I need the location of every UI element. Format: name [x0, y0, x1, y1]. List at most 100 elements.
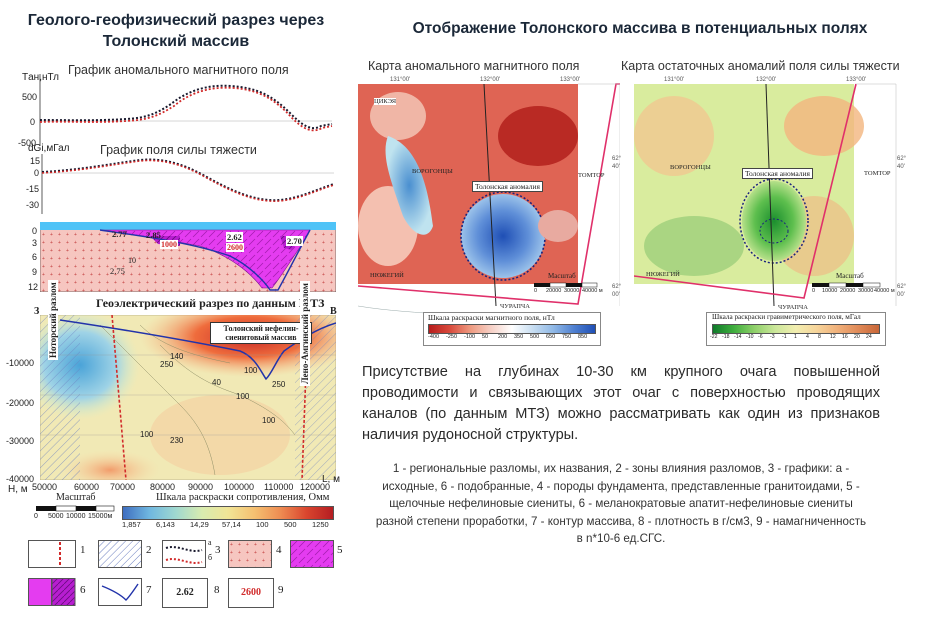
contour-label-100: 100 — [244, 366, 258, 375]
mag-cb-tick-5: 350 — [514, 334, 524, 340]
mag-coord-right-1: 62° — [612, 156, 622, 162]
legend-sub-b: б — [208, 553, 213, 562]
fault-line-left — [111, 315, 127, 480]
mag-colorbar-title: Шкала раскраски магнитного поля, нТл — [428, 313, 555, 322]
mag-scale-1: 20000 — [546, 288, 562, 294]
grav-cb-tick-10: 12 — [830, 334, 836, 340]
contour-label-40: 40 — [212, 378, 221, 387]
contour-label-250: 250 — [160, 360, 174, 369]
density-label-285: 2.85 — [146, 230, 161, 240]
grav-tick-minus30: -30 — [26, 200, 40, 210]
legend-symbol-density: 2.62 — [162, 578, 208, 608]
grav-massif-contour — [739, 178, 809, 264]
grav-frame-line — [634, 83, 857, 299]
resist-tick-7: 1250 — [312, 520, 329, 529]
resist-tick-3: 14,29 — [190, 520, 209, 529]
mag-place-3: ТОМТОР — [578, 172, 605, 179]
right-title: Отображение Толонского массива в потенци… — [412, 20, 868, 37]
mt-xtick-100000: 100000 — [224, 482, 255, 492]
magnetization-label-2600: 2600 — [226, 243, 244, 252]
legend-item-5 — [290, 540, 334, 568]
depth-tick-6: 6 — [32, 252, 38, 262]
grav-curve-fit — [41, 159, 335, 202]
mag-cb-tick-4: 200 — [498, 334, 508, 340]
contour-label-100-d: 100 — [140, 430, 154, 439]
mt-scale-bar — [36, 505, 115, 512]
mt-xtick-50000: 50000 — [32, 482, 58, 492]
grav-cb-tick-6: -1 — [782, 334, 787, 340]
grav-graph-ylabel: dGi,мГал — [28, 143, 70, 154]
mag-cb-tick-1: -250 — [446, 334, 458, 340]
mag-place-1: ЦИКЭЯ — [374, 98, 397, 105]
legend-num-6: 6 — [80, 584, 86, 596]
label-10: 10 — [128, 256, 136, 265]
mt-scale-0: 0 — [34, 513, 38, 520]
mag-curve-fit — [39, 86, 333, 132]
grav-place-4: ЧУРАПЧА — [778, 304, 808, 311]
depth-tick-9: 9 — [32, 267, 38, 277]
contour-label-100-c: 100 — [262, 416, 276, 425]
mag-tick-500: 500 — [22, 92, 38, 102]
resist-scale-title: Шкала раскраски сопротивления, Омм — [156, 492, 330, 503]
mag-coord-top-2: 132°00' — [480, 77, 501, 83]
mag-anomaly-tolon — [461, 194, 545, 278]
mag-scale-bar — [534, 282, 598, 288]
density-label-270: 2.70 — [286, 236, 303, 246]
grav-coord-top-2: 132°00' — [756, 77, 777, 83]
mt-scale-5000: 5000 — [48, 513, 64, 520]
mag-cb-tick-3: 50 — [482, 334, 489, 340]
grav-tick-minus15: -15 — [26, 184, 40, 194]
mag-low-left — [385, 136, 433, 235]
magnetization-label-1000: 1000 — [160, 240, 178, 249]
grav-cb-tick-13: 24 — [866, 334, 872, 340]
legend-symbol-magnetization: 2600 — [228, 578, 274, 608]
mag-colorbar — [428, 324, 596, 334]
grav-scale-2: 20000 — [840, 288, 856, 294]
mag-tick-0: 0 — [30, 117, 36, 127]
grav-coord-right-1: 62° — [897, 156, 907, 162]
grav-cb-tick-7: 1 — [794, 334, 797, 340]
grav-coord-right-3: 62° — [897, 284, 907, 290]
legend-num-9: 9 — [278, 584, 284, 596]
grav-cb-tick-1: -18 — [722, 334, 730, 340]
legend-num-7: 7 — [146, 584, 152, 596]
grav-anomaly-label: Толонская аномалия — [742, 168, 813, 179]
mt-east: В — [330, 306, 337, 317]
grav-cb-tick-3: -10 — [746, 334, 754, 340]
grav-colorbar — [712, 324, 880, 334]
legend-symbol-fault-zone — [98, 540, 142, 568]
legend-num-1: 1 — [80, 544, 86, 556]
mag-scale-2: 30000 — [564, 288, 580, 294]
grav-coord-top-3: 133°00' — [846, 77, 867, 83]
mag-coord-right-3: 62° — [612, 284, 622, 290]
grav-map-caption: Карта остаточных аномалий поля силы тяже… — [621, 59, 900, 73]
mag-graph-ylabel: Tан,нТл — [22, 72, 59, 83]
mt-scale-10000: 10000 — [66, 513, 86, 520]
grav-cb-tick-4: -6 — [758, 334, 763, 340]
fault-label-right: Лено-Амгинский разлом — [300, 281, 310, 386]
mt-ytick-30000: -30000 — [6, 436, 35, 446]
mag-place-2: ВОРОГОНЦЫ — [412, 168, 453, 175]
legend-item-3 — [162, 540, 206, 568]
resist-tick-4: 57,14 — [222, 520, 241, 529]
grav-graph-caption: График поля силы тяжести — [100, 143, 257, 157]
mag-cb-tick-7: 650 — [546, 334, 556, 340]
contour-label-250-b: 250 — [272, 380, 286, 389]
mt-scale-15000: 15000м — [88, 513, 113, 520]
contour-label-230: 230 — [170, 436, 184, 445]
legend-symbol-basement — [228, 540, 272, 568]
grav-place-3: НЮЖЕГИЙ — [646, 271, 680, 278]
mag-cb-tick-0: -400 — [428, 334, 440, 340]
mag-cb-tick-8: 750 — [562, 334, 572, 340]
mt-ytick-20000: -20000 — [6, 398, 35, 408]
mt-xtick-80000: 80000 — [150, 482, 176, 492]
legend-item-6 — [28, 578, 76, 606]
grav-scale-bar — [812, 282, 881, 288]
legend-num-5: 5 — [337, 544, 343, 556]
resist-tick-5: 100 — [256, 520, 269, 529]
mag-map — [358, 76, 620, 346]
grav-cb-tick-5: -3 — [770, 334, 775, 340]
grav-graph — [41, 154, 335, 214]
mt-xtick-110000: 110000 — [264, 482, 294, 492]
mt-xtick-60000: 60000 — [74, 482, 100, 492]
